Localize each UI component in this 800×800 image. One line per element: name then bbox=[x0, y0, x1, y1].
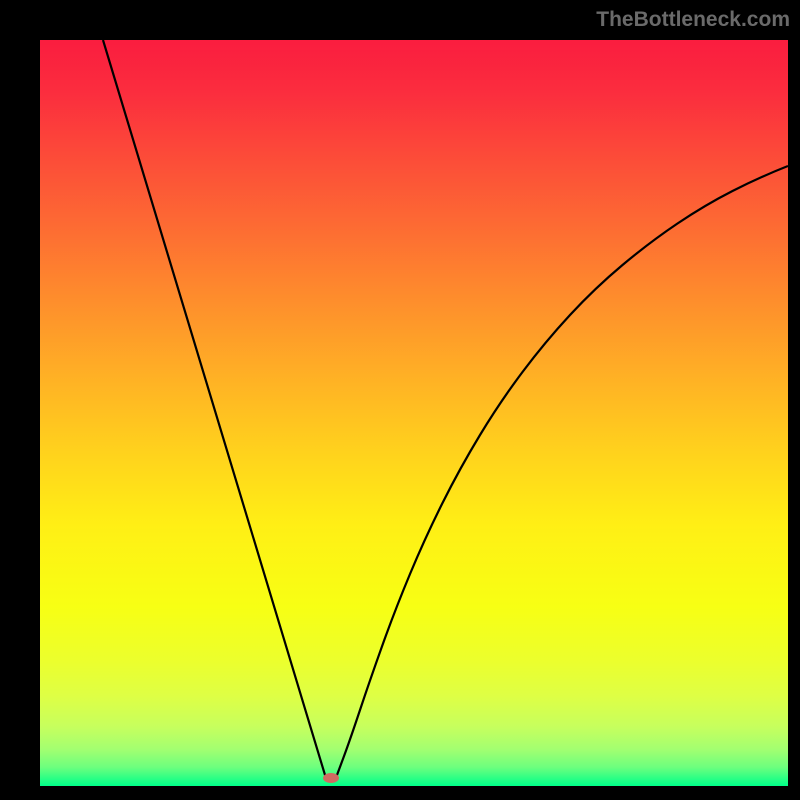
bottleneck-chart bbox=[40, 40, 788, 786]
vertex-marker bbox=[323, 773, 339, 783]
watermark-text: TheBottleneck.com bbox=[596, 8, 790, 32]
bottleneck-curve bbox=[40, 40, 788, 786]
curve-path bbox=[103, 40, 788, 778]
